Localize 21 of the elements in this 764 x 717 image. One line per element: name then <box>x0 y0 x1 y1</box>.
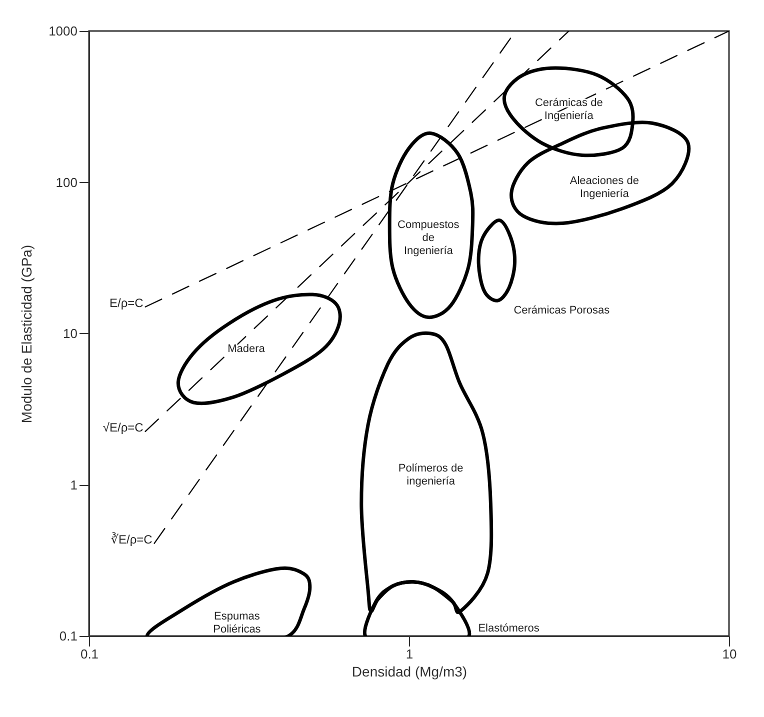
y-tick-label: 10 <box>63 326 78 341</box>
x-axis-title: Densidad (Mg/m3) <box>352 664 468 680</box>
annotation: Polímeros de ingeniería <box>398 462 464 488</box>
x-tick-label: 0.1 <box>80 646 99 662</box>
annotation: Espumas Poliéricas <box>213 610 262 636</box>
series-label: E/ρ=C <box>110 296 144 310</box>
y-tick-label: 1000 <box>48 24 78 38</box>
x-tick-label: 10 <box>722 646 737 662</box>
annotation: Aleaciones de Ingeniería <box>570 174 639 200</box>
y-tick-label: 0.1 <box>59 628 78 644</box>
series-label: ∛E/ρ=C <box>110 531 153 546</box>
annotation: Madera <box>228 342 266 355</box>
y-axis-title: Modulo de Elasticidad (GPa) <box>18 244 35 424</box>
series-label: √E/ρ=C <box>102 420 144 434</box>
y-tick-label: 100 <box>56 174 78 190</box>
annotation: Compuestos de Ingeniería <box>398 219 460 258</box>
annotation: Cerámicas de Ingeniería <box>534 97 603 122</box>
annotation: Cerámicas Porosas <box>514 304 610 316</box>
y-tick-label: 1 <box>70 477 78 492</box>
annotation: Elastómeros <box>478 622 540 635</box>
x-tick-label: 1 <box>406 646 414 662</box>
